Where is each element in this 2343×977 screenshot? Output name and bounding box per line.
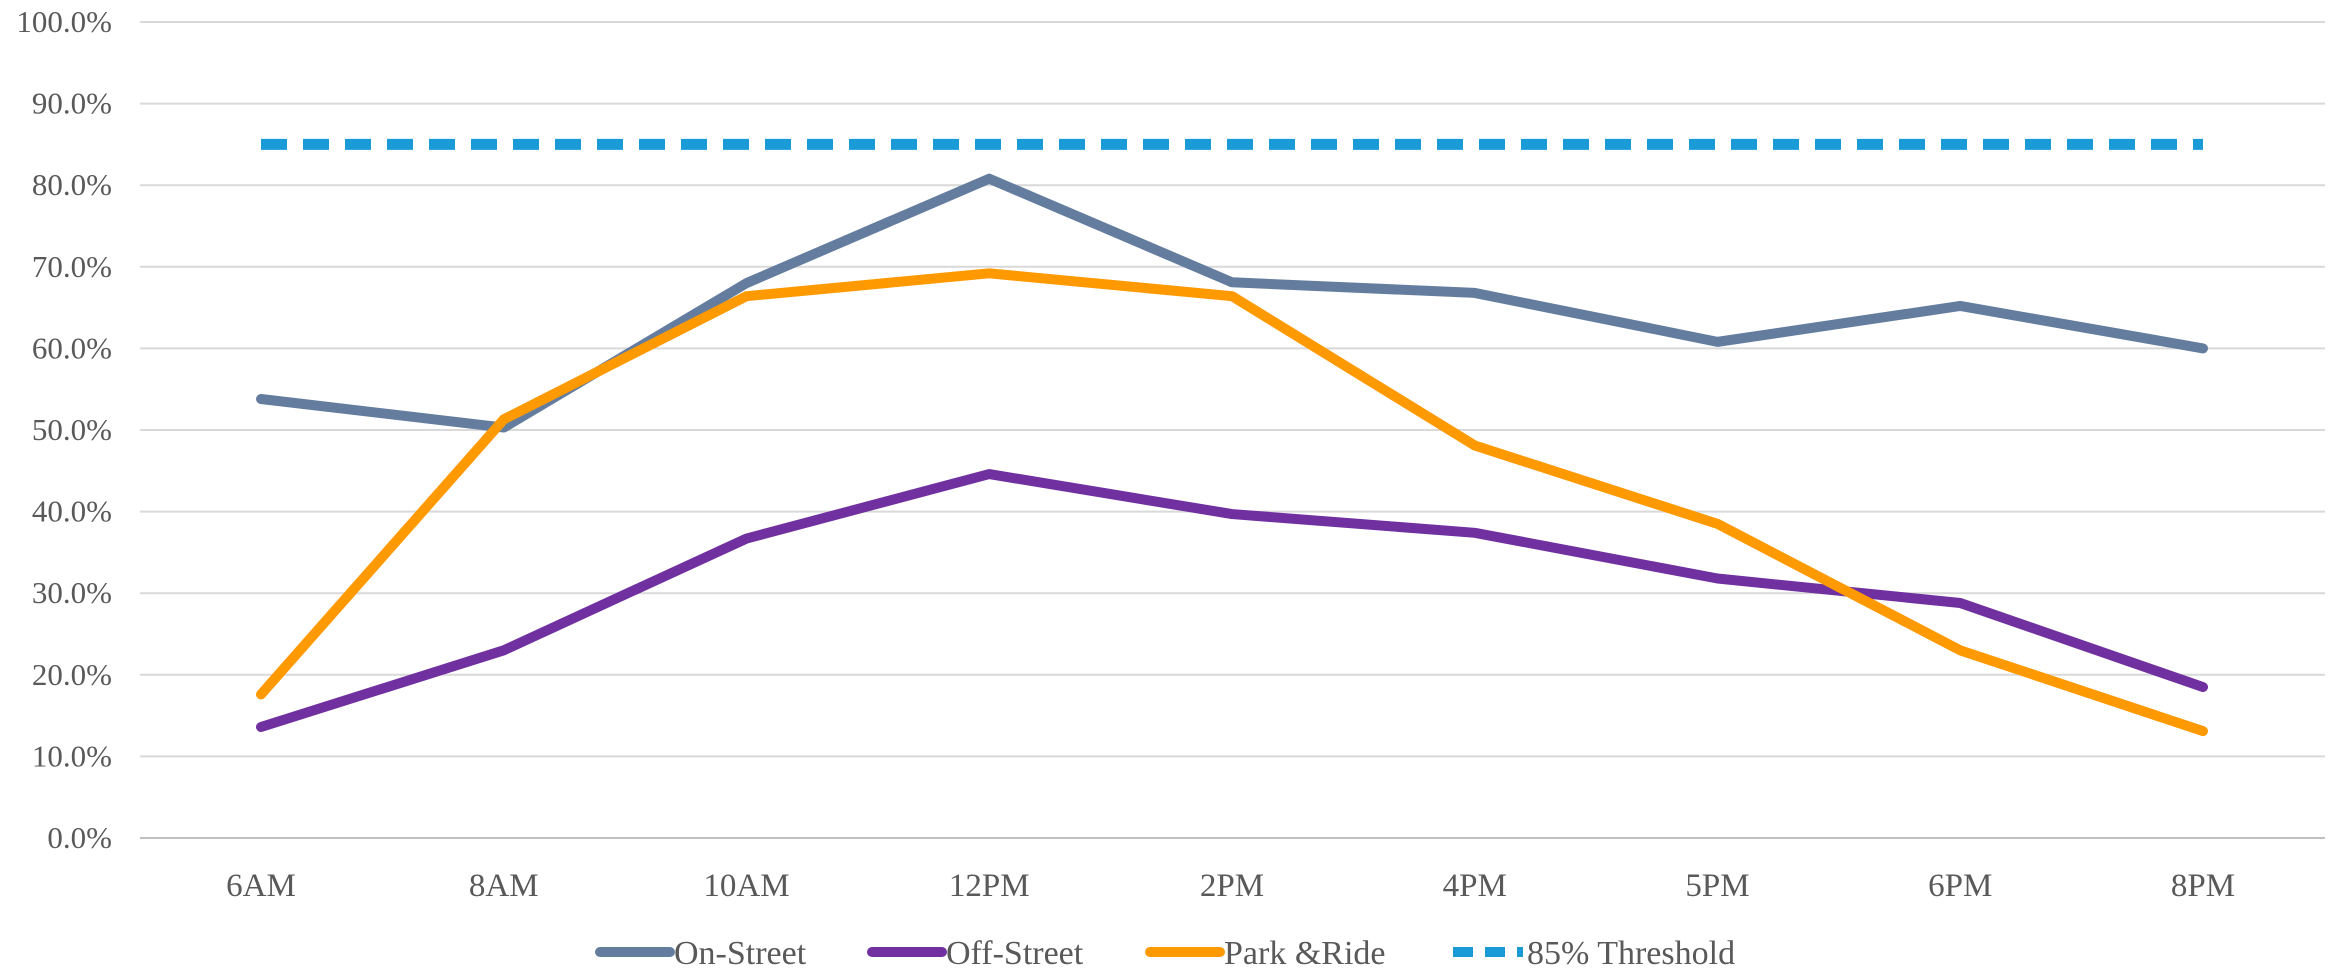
y-tick-label: 90.0% <box>32 86 112 121</box>
y-tick-label: 40.0% <box>32 494 112 529</box>
y-tick-label: 20.0% <box>32 657 112 692</box>
legend-label: On-Street <box>674 935 807 972</box>
legend-label: Off-Street <box>946 935 1084 972</box>
x-tick-label: 12PM <box>949 868 1030 904</box>
x-tick-label: 8PM <box>2171 868 2235 904</box>
series-line-park-ride <box>256 268 2208 737</box>
y-tick-label: 70.0% <box>32 249 112 284</box>
x-tick-label: 8AM <box>469 868 539 904</box>
x-tick-label: 5PM <box>1685 868 1749 904</box>
x-tick-label: 6PM <box>1928 868 1992 904</box>
x-axis-ticks: 6AM 8AM 10AM 12PM 2PM 4PM 5PM 6PM 8PM <box>226 868 2235 904</box>
y-tick-label: 80.0% <box>32 167 112 202</box>
legend-label: Park &Ride <box>1224 935 1385 972</box>
y-tick-label: 30.0% <box>32 575 112 610</box>
x-tick-label: 4PM <box>1443 868 1507 904</box>
y-tick-label: 10.0% <box>32 738 112 773</box>
series-lines <box>256 138 2208 737</box>
x-tick-label: 2PM <box>1200 868 1264 904</box>
legend-label: 85% Threshold <box>1527 935 1735 972</box>
x-tick-label: 10AM <box>703 868 789 904</box>
y-tick-label: 50.0% <box>32 412 112 447</box>
y-tick-label: 100.0% <box>16 4 112 39</box>
x-tick-label: 6AM <box>226 868 296 904</box>
y-tick-label: 0.0% <box>47 820 112 855</box>
y-tick-label: 60.0% <box>32 330 112 365</box>
legend: On-Street Off-Street Park &Ride 85% Thresho… <box>595 935 1735 972</box>
series-line-off-street <box>256 469 2208 733</box>
y-axis-ticks: 0.0% 10.0% 20.0% 30.0% 40.0% 50.0% 60.0% 70.0% 8… <box>16 4 112 855</box>
